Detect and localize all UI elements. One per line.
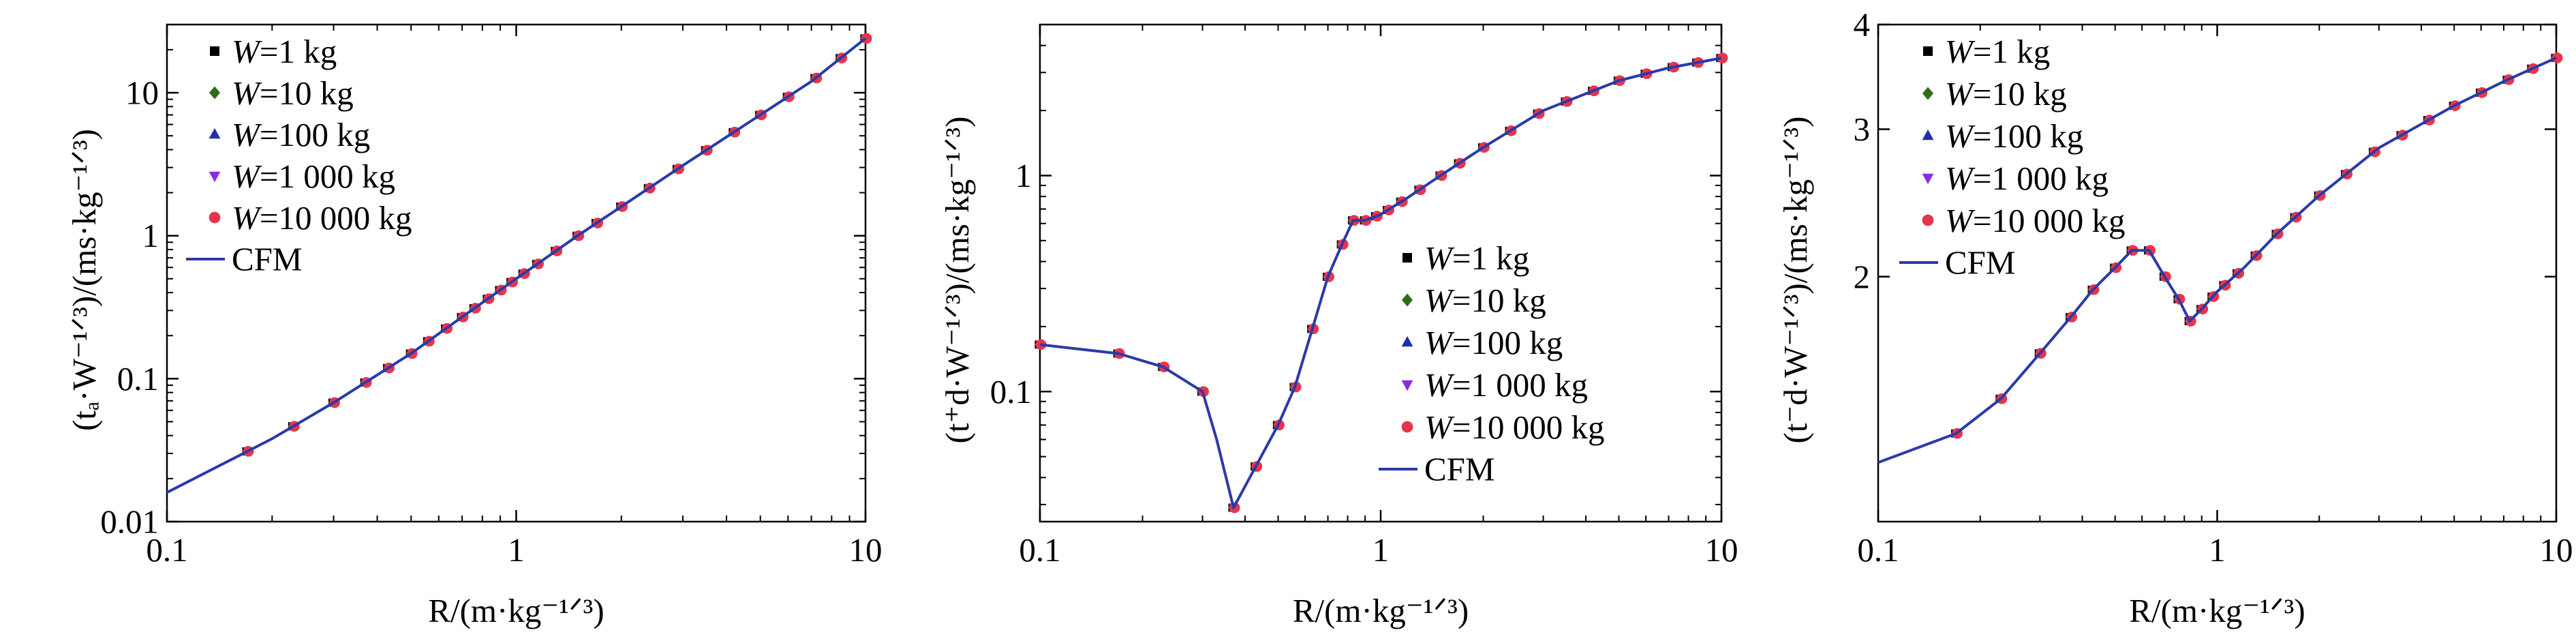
chart-panel-ta: 0.1 1 100.010.1110R/(m·kg⁻¹ᐟ³)(tₐ·W⁻¹ᐟ³)/(… <box>65 23 883 629</box>
legend-label: W=1 kg <box>1424 239 1529 277</box>
legend-label: W=1 000 kg <box>1424 366 1588 404</box>
legend-marker <box>1922 214 1934 226</box>
legend-label: W=100 kg <box>1424 324 1563 361</box>
y-tick-label: 4 <box>1854 6 1871 44</box>
legend-marker <box>1401 380 1413 391</box>
chart-panel-td-minus: 0.1 1 10 2 3 4 R/(m·kg⁻¹ᐟ³) (t⁻d·W⁻¹ᐟ³)/(ms·kg⁻… <box>1777 6 2573 630</box>
legend-label: CFM <box>232 241 303 278</box>
x-tick-label: 0.1 <box>1857 531 1899 569</box>
legend-label: W=1 kg <box>1945 33 2050 70</box>
legend-marker <box>209 86 221 100</box>
y-axis-label: (tₐ·W⁻¹ᐟ³)/(ms·kg⁻¹ᐟ³) <box>65 129 103 431</box>
legend-label: CFM <box>1424 451 1495 488</box>
cfm-curve <box>1877 56 2557 464</box>
legend-marker <box>1922 173 1934 185</box>
legend-label: W=10 000 kg <box>232 199 412 237</box>
legend-marker <box>1923 46 1933 56</box>
legend-label: W=100 kg <box>1945 117 2083 155</box>
legend-label: W=10 000 kg <box>1945 202 2125 239</box>
legend: W=1 kg W=10 kg W=100 kg W=1 000 kg W=10 000 … <box>186 33 412 278</box>
cfm-curve <box>166 37 867 494</box>
legend-label: W=100 kg <box>232 116 370 153</box>
legend-marker <box>209 128 221 139</box>
legend-marker <box>1401 421 1413 433</box>
x-axis-label: R/(m·kg⁻¹ᐟ³) <box>2129 592 2305 629</box>
legend-marker <box>209 171 221 183</box>
legend-marker <box>1401 335 1413 347</box>
y-tick-label: 0.1 <box>990 373 1032 410</box>
legend-marker <box>209 211 221 224</box>
y-tick-label: 10 <box>125 74 159 112</box>
y-tick-label: 3 <box>1854 110 1871 148</box>
y-tick-label: 0.01 <box>100 503 159 541</box>
y-tick-label: 2 <box>1854 258 1871 295</box>
x-tick-label: 10 <box>2540 531 2573 569</box>
x-tick-label: 1 <box>508 531 525 569</box>
legend-marker <box>1922 129 1934 140</box>
legend-label: W=10 kg <box>1424 282 1546 319</box>
legend-marker <box>1401 293 1413 307</box>
legend-label: W=1 kg <box>232 33 337 70</box>
marker-group <box>1034 52 1728 513</box>
x-tick-label: 1 <box>2209 531 2226 569</box>
legend-label: W=1 000 kg <box>232 158 395 195</box>
legend-label: W=1 000 kg <box>1945 160 2109 197</box>
y-axis-label: (t⁺d·W⁻¹ᐟ³)/(ms·kg⁻¹ᐟ³) <box>938 117 976 444</box>
data-point <box>1717 53 1728 63</box>
chart-panel-td-plus: 0.1 1 10 0.1 1 R/(m·kg⁻¹ᐟ³) (t⁺d·W⁻¹ᐟ³)/(ms·kg… <box>938 23 1738 629</box>
y-tick-label: 1 <box>1015 157 1032 194</box>
y-tick-label: 0.1 <box>117 360 159 398</box>
x-tick-label: 0.1 <box>146 531 187 569</box>
x-tick-label: 10 <box>849 531 883 569</box>
plot-frame <box>1039 23 1723 523</box>
y-axis-label: (t⁻d·W⁻¹ᐟ³)/(ms·kg⁻¹ᐟ³) <box>1777 117 1814 444</box>
x-axis-label: R/(m·kg⁻¹ᐟ³) <box>428 592 604 629</box>
legend-label: W=10 000 kg <box>1424 408 1604 446</box>
legend: W=1 kg W=10 kg W=100 kg W=1 000 kg W=10 000 … <box>1379 239 1604 488</box>
legend-label: W=10 kg <box>232 74 354 112</box>
x-tick-label: 10 <box>1705 531 1738 569</box>
legend-marker <box>210 46 219 56</box>
y-tick-label: 1 <box>142 217 159 254</box>
x-tick-label: 0.1 <box>1019 531 1060 569</box>
legend-label: CFM <box>1945 244 2016 282</box>
legend-label: W=10 kg <box>1945 75 2067 113</box>
legend-marker <box>1922 87 1934 100</box>
x-axis-label: R/(m·kg⁻¹ᐟ³) <box>1293 592 1469 629</box>
legend-marker <box>1402 253 1412 263</box>
data-point <box>2551 53 2563 63</box>
cfm-curve <box>1039 57 1722 509</box>
x-tick-label: 1 <box>1373 531 1390 569</box>
legend: W=1 kg W=10 kg W=100 kg W=1 000 kg W=10 000 … <box>1899 33 2125 282</box>
